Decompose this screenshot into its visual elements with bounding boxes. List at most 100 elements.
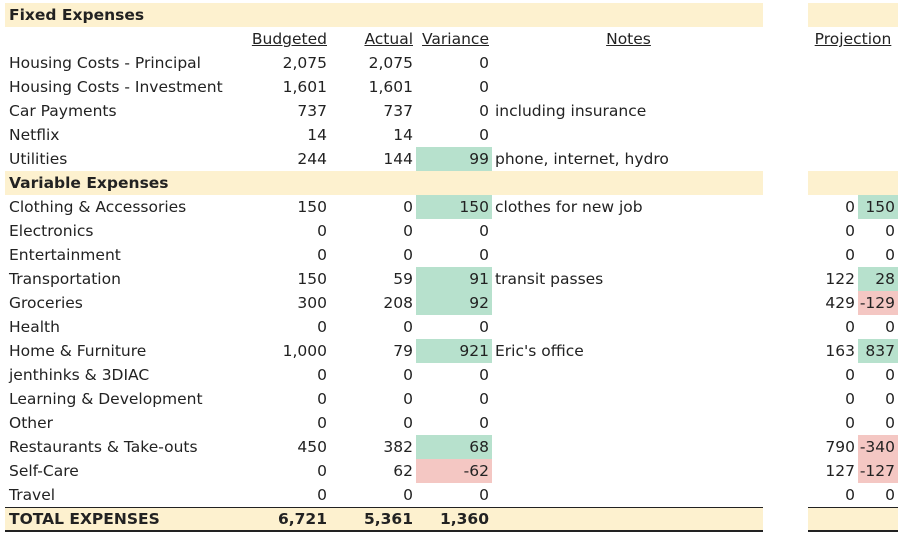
- note-value[interactable]: Eric's office: [495, 342, 584, 360]
- fixed-expenses-title[interactable]: Fixed Expenses: [9, 6, 145, 24]
- budgeted-value[interactable]: 2,075: [282, 54, 327, 72]
- budgeted-value[interactable]: 0: [317, 390, 327, 408]
- expense-row[interactable]: Netflix 14 14 0: [0, 123, 903, 147]
- expense-label[interactable]: Entertainment: [9, 246, 121, 264]
- expense-label[interactable]: Housing Costs - Investment: [9, 78, 223, 96]
- budgeted-value[interactable]: 1,000: [282, 342, 327, 360]
- expense-label[interactable]: Home & Furniture: [9, 342, 147, 360]
- total-actual[interactable]: 5,361: [363, 510, 413, 528]
- projection-header[interactable]: Projection: [814, 30, 892, 48]
- actual-header[interactable]: Actual: [364, 30, 413, 48]
- variance-value[interactable]: -62: [416, 459, 492, 483]
- actual-value[interactable]: 79: [393, 342, 413, 360]
- expense-label[interactable]: Utilities: [9, 150, 68, 168]
- variance-value[interactable]: 0: [479, 366, 489, 384]
- projection-remaining-value[interactable]: 0: [885, 414, 895, 432]
- budgeted-value[interactable]: 0: [317, 462, 327, 480]
- expense-row[interactable]: Electronics 0 0 0 0 0: [0, 219, 903, 243]
- projection-remaining-value[interactable]: 837: [858, 339, 898, 363]
- actual-value[interactable]: 2,075: [368, 54, 413, 72]
- note-value[interactable]: [492, 435, 762, 459]
- note-value[interactable]: [492, 315, 762, 339]
- projection-spent-value[interactable]: 163: [825, 342, 855, 360]
- note-value[interactable]: [492, 123, 762, 147]
- expense-label[interactable]: Clothing & Accessories: [9, 198, 187, 216]
- projection-spent-value[interactable]: 0: [845, 198, 855, 216]
- expense-label[interactable]: Car Payments: [9, 102, 117, 120]
- projection-spent-value[interactable]: 0: [845, 366, 855, 384]
- expense-label[interactable]: Self-Care: [9, 462, 79, 480]
- expense-row[interactable]: Car Payments 737 737 0 including insurance: [0, 99, 903, 123]
- projection-spent-value[interactable]: 122: [825, 270, 855, 288]
- actual-value[interactable]: 382: [383, 438, 413, 456]
- variable-expenses-title[interactable]: Variable Expenses: [9, 174, 169, 192]
- note-value[interactable]: [492, 75, 762, 99]
- variance-header[interactable]: Variance: [422, 30, 489, 48]
- projection-remaining-value[interactable]: 0: [885, 390, 895, 408]
- expense-row[interactable]: Entertainment 0 0 0 0 0: [0, 243, 903, 267]
- actual-value[interactable]: 144: [383, 150, 413, 168]
- projection-remaining-value[interactable]: -340: [858, 435, 898, 459]
- total-expenses-label[interactable]: TOTAL EXPENSES: [9, 510, 160, 528]
- budgeted-value[interactable]: 150: [297, 198, 327, 216]
- total-budgeted[interactable]: 6,721: [277, 510, 327, 528]
- notes-header[interactable]: Notes: [606, 30, 651, 48]
- projection-remaining-value[interactable]: 0: [885, 246, 895, 264]
- variance-value[interactable]: 0: [479, 318, 489, 336]
- expense-row[interactable]: Health 0 0 0 0 0: [0, 315, 903, 339]
- expense-row[interactable]: Groceries 300 208 92 429 -129: [0, 291, 903, 315]
- projection-spent-value[interactable]: 0: [845, 246, 855, 264]
- expense-label[interactable]: Electronics: [9, 222, 94, 240]
- variance-value[interactable]: 0: [479, 222, 489, 240]
- projection-remaining-value[interactable]: 0: [885, 366, 895, 384]
- expense-row[interactable]: Other 0 0 0 0 0: [0, 411, 903, 435]
- expense-row[interactable]: Transportation 150 59 91 transit passes 122 28: [0, 267, 903, 291]
- projection-remaining-value[interactable]: 0: [885, 318, 895, 336]
- note-value[interactable]: [492, 459, 762, 483]
- note-value[interactable]: including insurance: [495, 102, 647, 120]
- variance-value[interactable]: 0: [479, 102, 489, 120]
- actual-value[interactable]: 208: [383, 294, 413, 312]
- projection-remaining-value[interactable]: -129: [858, 291, 898, 315]
- variance-value[interactable]: 92: [416, 291, 492, 315]
- actual-value[interactable]: 0: [403, 246, 413, 264]
- projection-spent-value[interactable]: 0: [845, 222, 855, 240]
- note-value[interactable]: [492, 483, 762, 507]
- note-value[interactable]: clothes for new job: [495, 198, 643, 216]
- note-value[interactable]: [492, 219, 762, 243]
- actual-value[interactable]: 0: [403, 366, 413, 384]
- actual-value[interactable]: 0: [403, 414, 413, 432]
- variable-expenses-header-row[interactable]: Variable Expenses: [0, 171, 903, 195]
- expense-row[interactable]: Housing Costs - Principal 2,075 2,075 0: [0, 51, 903, 75]
- expense-label[interactable]: Groceries: [9, 294, 83, 312]
- expense-row[interactable]: Travel 0 0 0 0 0: [0, 483, 903, 507]
- variance-value[interactable]: 0: [479, 414, 489, 432]
- budgeted-value[interactable]: 244: [297, 150, 327, 168]
- budgeted-value[interactable]: 0: [317, 366, 327, 384]
- variance-value[interactable]: 91: [416, 267, 492, 291]
- variance-value[interactable]: 0: [479, 486, 489, 504]
- projection-spent-value[interactable]: 127: [825, 462, 855, 480]
- note-value[interactable]: [492, 291, 762, 315]
- budgeted-value[interactable]: 450: [297, 438, 327, 456]
- expense-label[interactable]: Health: [9, 318, 60, 336]
- actual-value[interactable]: 0: [403, 222, 413, 240]
- projection-remaining-value[interactable]: 0: [885, 486, 895, 504]
- expense-label[interactable]: Transportation: [9, 270, 121, 288]
- note-value[interactable]: [492, 51, 762, 75]
- variance-value[interactable]: 68: [416, 435, 492, 459]
- variance-value[interactable]: 0: [479, 78, 489, 96]
- variance-value[interactable]: 0: [479, 390, 489, 408]
- projection-spent-value[interactable]: 429: [825, 294, 855, 312]
- expense-label[interactable]: Other: [9, 414, 54, 432]
- expense-label[interactable]: Housing Costs - Principal: [9, 54, 201, 72]
- projection-remaining-value[interactable]: -127: [858, 459, 898, 483]
- variance-value[interactable]: 0: [479, 54, 489, 72]
- budgeted-header[interactable]: Budgeted: [251, 30, 327, 48]
- actual-value[interactable]: 0: [403, 390, 413, 408]
- budgeted-value[interactable]: 0: [317, 222, 327, 240]
- note-value[interactable]: phone, internet, hydro: [495, 150, 669, 168]
- actual-value[interactable]: 62: [393, 462, 413, 480]
- actual-value[interactable]: 1,601: [368, 78, 413, 96]
- column-header-row[interactable]: Budgeted Actual Variance Notes Projectio…: [0, 27, 903, 51]
